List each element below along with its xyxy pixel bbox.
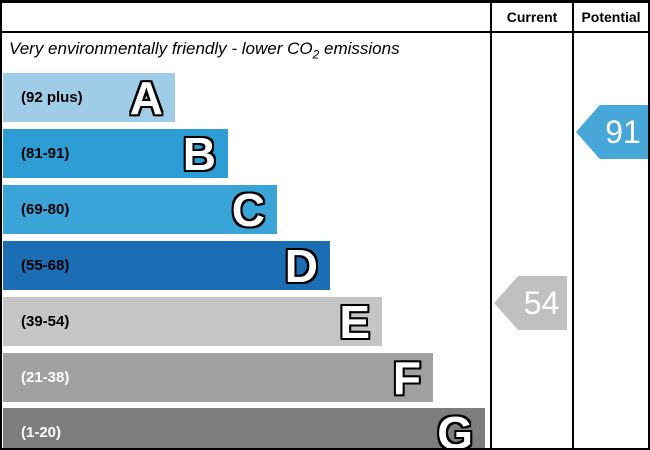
current-value: 54 [523,284,560,321]
band-range-label: (92 plus) [21,89,83,106]
current-column-header: Current [506,9,558,25]
band-letter-label: E [339,295,370,348]
potential-arrow: 91 [576,105,648,159]
band-range-label: (69-80) [21,201,70,218]
potential-column-header: Potential [581,9,641,25]
current-arrow: 54 [494,276,567,330]
band-row-f: (21-38) F [3,353,433,402]
chart-title-subscript: 2 [312,47,320,62]
chart-title-text: Very environmentally friendly - lower CO [9,39,313,58]
band-range-label: (55-68) [21,257,70,274]
potential-column-divider [572,3,574,448]
band-range-label: (81-91) [21,145,70,162]
band-letter-label: G [437,406,473,450]
header-separator [2,31,648,33]
band-letter-label: A [129,71,163,124]
chart-title: Very environmentally friendly - lower CO… [9,39,487,61]
potential-value: 91 [605,113,641,150]
band-row-b: (81-91) B [3,129,228,178]
band-row-e: (39-54) E [3,297,382,346]
band-range-label: (39-54) [21,313,70,330]
band-row-d: (55-68) D [3,241,330,290]
chart-title-text-end: emissions [319,39,400,58]
band-letter-label: C [231,183,265,236]
band-letter-label: F [392,351,421,404]
band-row-c: (69-80) C [3,185,277,234]
band-letter-label: D [284,239,318,292]
band-row-g: (1-20) G [3,406,485,450]
band-row-a: (92 plus) A [3,73,175,122]
band-range-label: (1-20) [21,424,62,441]
band-letter-label: B [182,127,216,180]
band-range-label: (21-38) [21,369,70,386]
current-column-divider [490,3,492,448]
